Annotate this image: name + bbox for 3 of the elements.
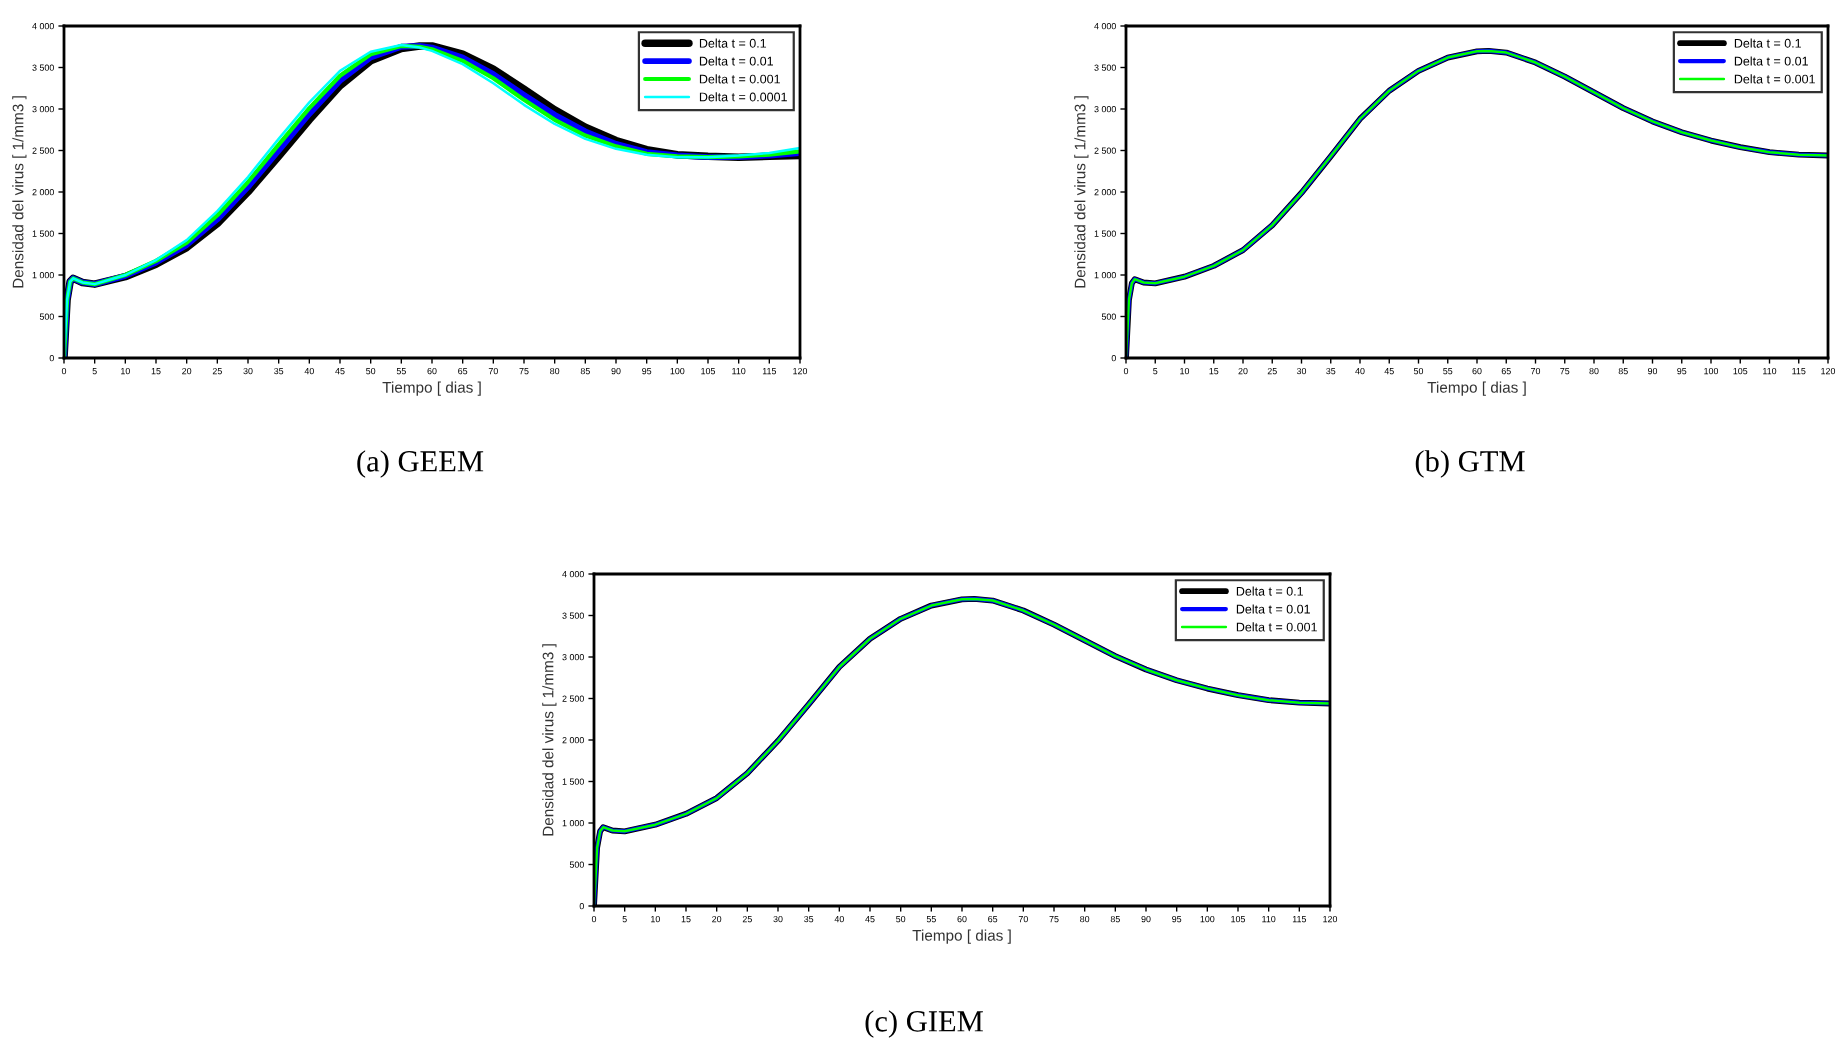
text: (a) GEEM: [357, 450, 484, 478]
text: (b) GTM: [1415, 450, 1525, 478]
text: (c) GIEM: [865, 1010, 983, 1038]
